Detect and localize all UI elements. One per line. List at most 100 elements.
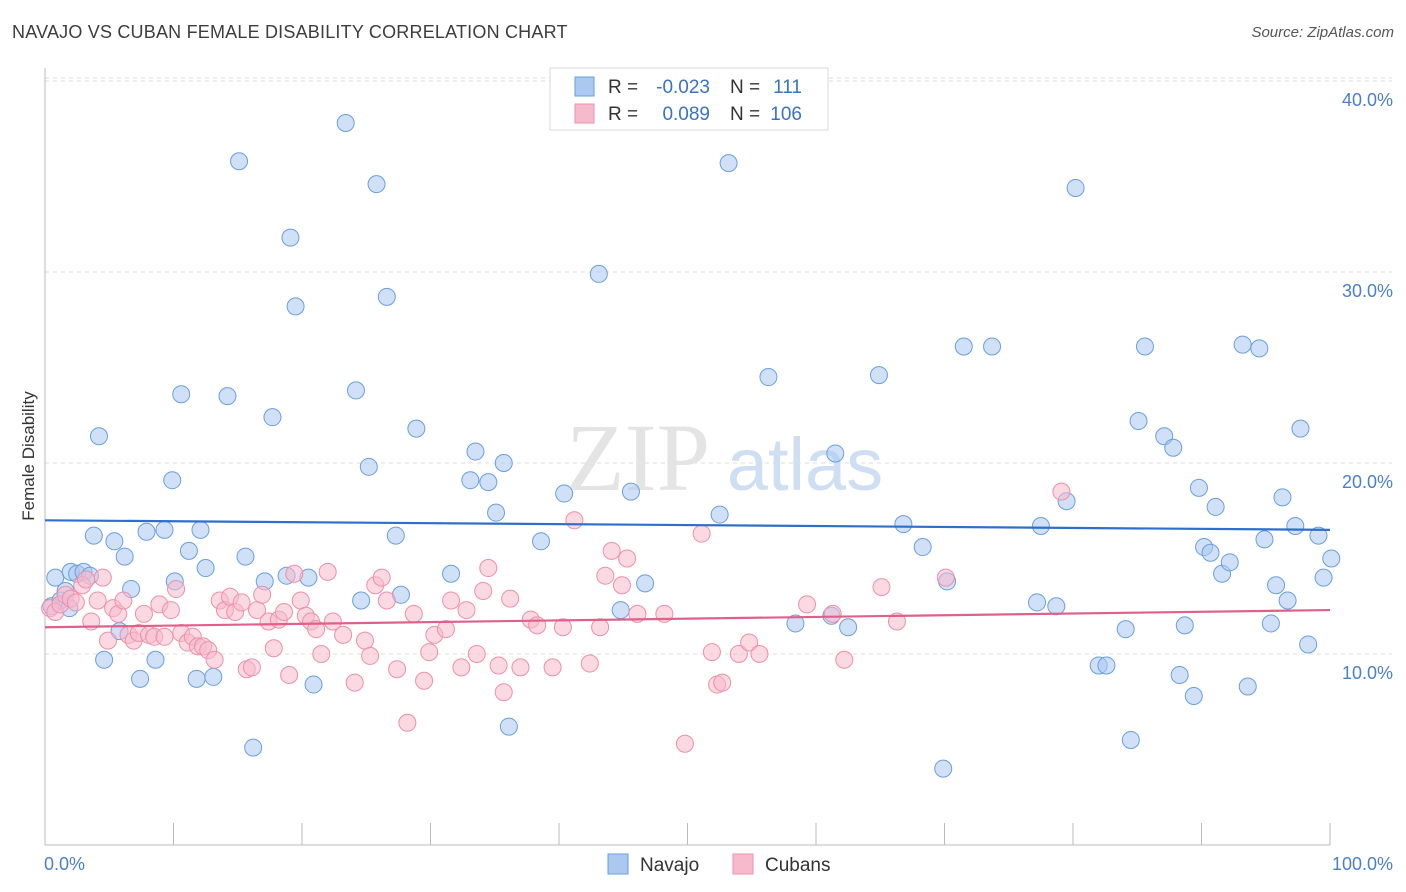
navajo-point: [1273, 488, 1292, 507]
x-tick-label-min: 0.0%: [44, 854, 85, 874]
cubans-point: [887, 612, 906, 631]
x-tick-label-max: 100.0%: [1332, 854, 1393, 874]
navajo-point: [286, 297, 305, 316]
navajo-point: [346, 381, 365, 400]
navajo-point: [710, 505, 729, 524]
cubans-point: [936, 568, 955, 587]
cubans-point: [823, 604, 842, 623]
axes: [44, 68, 1331, 846]
navajo-point: [1286, 517, 1305, 536]
navajo-point: [367, 175, 386, 194]
navajo-point: [131, 669, 150, 688]
navajo-point: [236, 547, 255, 566]
navajo-point: [1028, 593, 1047, 612]
navajo-point: [1201, 543, 1220, 562]
navajo-point: [105, 532, 124, 551]
navajo-point: [1220, 553, 1239, 572]
legend-r-value-cubans: 0.089: [662, 104, 710, 125]
navajo-point: [786, 614, 805, 633]
legend-n-value-navajo: 111: [773, 77, 802, 98]
navajo-point: [1255, 530, 1274, 549]
legend-box: [549, 67, 829, 131]
cubans-point: [474, 581, 493, 600]
navajo-point: [230, 152, 249, 171]
cubans-point: [452, 658, 471, 677]
navajo-point: [1189, 478, 1208, 497]
navajo-point: [621, 482, 640, 501]
navajo-point: [589, 264, 608, 283]
cubans-point: [88, 591, 107, 610]
navajo-point: [1261, 614, 1280, 633]
legend-r-label-cubans: R =: [608, 104, 638, 125]
navajo-point: [1314, 568, 1333, 587]
navajo-point: [204, 667, 223, 686]
cubans-point: [511, 658, 530, 677]
navajo-point: [1184, 687, 1203, 706]
cubans-point: [93, 568, 112, 587]
legend-n-value-cubans: 106: [770, 104, 802, 125]
cubans-point: [591, 618, 610, 637]
navajo-point: [826, 444, 845, 463]
legend-swatch-cubans: [574, 103, 595, 124]
cubans-point: [404, 604, 423, 623]
cubans-point: [835, 650, 854, 669]
cubans-point: [334, 625, 353, 644]
navajo-point: [1135, 337, 1154, 356]
navajo-point: [244, 738, 263, 757]
navajo-point: [191, 520, 210, 539]
cubans-point: [494, 683, 513, 702]
navajo-point: [479, 473, 498, 492]
navajo-point: [894, 515, 913, 534]
cubans-point: [628, 604, 647, 623]
cubans-point: [114, 591, 133, 610]
cubans-point: [161, 601, 180, 620]
cubans-point: [372, 568, 391, 587]
cubans-point: [323, 612, 342, 631]
y-tick-labels: 10.0% 20.0% 30.0% 40.0%: [1342, 90, 1393, 683]
cubans-point: [501, 589, 520, 608]
navajo-point: [163, 471, 182, 490]
cubans-point: [77, 570, 96, 589]
series-legend: Navajo Cubans: [607, 853, 831, 876]
navajo-point: [1031, 517, 1050, 536]
cubans-point: [318, 562, 337, 581]
navajo-point: [555, 484, 574, 503]
navajo-point: [84, 526, 103, 545]
navajo-point: [1278, 591, 1297, 610]
y-tick-label: 10.0%: [1342, 663, 1393, 683]
cubans-point: [479, 559, 498, 578]
cubans-point: [312, 645, 331, 663]
y-tick-label: 40.0%: [1342, 90, 1393, 110]
cubans-point: [467, 645, 486, 663]
navajo-point: [146, 650, 165, 669]
y-tick-label: 20.0%: [1342, 472, 1393, 492]
navajo-point: [1322, 549, 1341, 568]
trend-lines: [44, 519, 1331, 629]
cubans-point: [692, 524, 711, 543]
navajo-point: [172, 385, 191, 404]
navajo-point: [196, 559, 215, 578]
cubans-point: [355, 631, 374, 650]
cubans-point: [489, 656, 508, 675]
legend-n-label-cubans: N =: [730, 104, 760, 125]
cubans-point: [253, 585, 272, 604]
navajo-point: [187, 669, 206, 688]
navajo-point: [1121, 730, 1140, 749]
cubans-point: [602, 541, 621, 560]
series-legend-swatch-cubans: [732, 853, 754, 875]
navajo-point: [532, 532, 551, 551]
cubans-point: [442, 591, 461, 610]
navajo-trend-line: [44, 519, 1331, 531]
navajo-point: [263, 408, 282, 427]
cubans-point: [565, 511, 584, 530]
watermark-atlas: atlas: [727, 423, 883, 506]
navajo-point: [137, 522, 156, 541]
cubans-points: [41, 482, 1071, 753]
navajo-point: [869, 366, 888, 385]
navajo-point: [1170, 666, 1189, 685]
navajo-point: [386, 526, 405, 545]
navajo-point: [611, 601, 630, 620]
cubans-point: [167, 580, 186, 599]
cubans-point: [345, 673, 364, 692]
